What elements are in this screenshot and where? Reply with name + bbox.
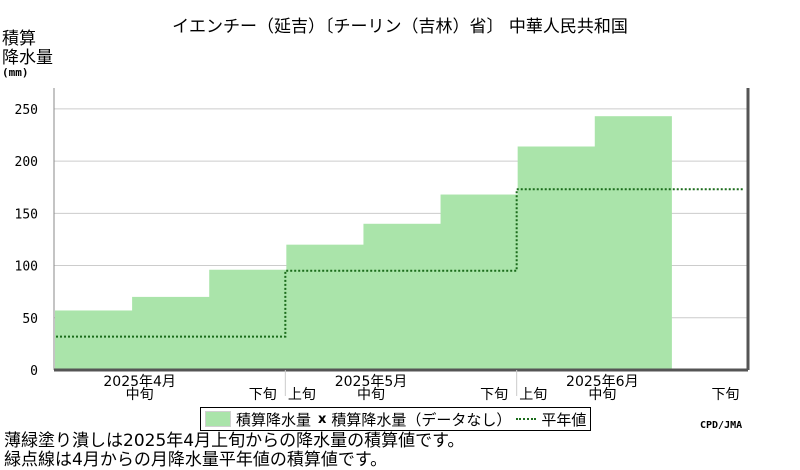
legend-normal-line-swatch (516, 418, 537, 420)
y-axis-unit: (mm) (2, 66, 29, 79)
credit-text: CPD/JMA (700, 420, 743, 431)
note-line-2: 緑点線は4月からの月降水量平年値の積算値です。 (4, 450, 388, 470)
area-step-2 (132, 296, 210, 370)
y-tick-labels: 0 50 100 150 200 250 (15, 103, 38, 379)
x-tick-label-2: 中旬 (126, 387, 154, 403)
y-axis-title-line2: 降水量 (2, 48, 53, 68)
legend-bar-swatch (205, 411, 231, 427)
y-tick-label-0: 0 (30, 364, 38, 379)
y-tick-label-250: 250 (15, 103, 38, 118)
normal-value-line (56, 188, 744, 338)
x-tick-label-4: 上旬 (288, 387, 316, 403)
normal-line-path (56, 188, 744, 338)
x-tick-label-8: 中旬 (588, 387, 616, 403)
x-tick-label-7: 上旬 (519, 387, 547, 403)
area-step-6 (440, 194, 519, 370)
y-tick-label-200: 200 (15, 155, 38, 170)
month-label-3: 2025年6月 (566, 374, 639, 390)
x-tick-label-5: 中旬 (357, 387, 385, 403)
x-tick-label-6: 下旬 (480, 387, 508, 403)
chart-title: イエンチー（延吉）〔チーリン（吉林）省〕 中華人民共和国 (172, 17, 628, 37)
area-step-7 (517, 146, 596, 370)
legend: 積算降水量 x 積算降水量（データなし） 平年値 (200, 407, 592, 431)
area-step-3 (209, 269, 287, 370)
month-label-2: 2025年5月 (335, 374, 408, 390)
y-tick-label-150: 150 (15, 207, 38, 222)
area-step-1 (55, 310, 133, 370)
y-tick-label-50: 50 (22, 312, 38, 327)
y-tick-label-100: 100 (15, 260, 38, 275)
area-step-5 (363, 223, 442, 370)
precipitation-area (55, 116, 672, 370)
legend-bar-label: 積算降水量 (236, 410, 312, 429)
x-tick-label-3: 下旬 (249, 387, 277, 403)
area-step-8 (594, 116, 672, 370)
note-line-1: 薄緑塗り潰しは2025年4月上旬からの降水量の積算値です。 (4, 431, 465, 451)
plot-frame (53, 88, 750, 396)
month-label-1: 2025年4月 (103, 374, 176, 390)
legend-nodata-label: 積算降水量（データなし） (331, 410, 512, 429)
y-axis-title: 積算 降水量 (2, 30, 53, 68)
y-axis-title-line1: 積算 (2, 29, 36, 49)
area-step-4 (286, 244, 364, 370)
legend-nodata-mark: x (318, 411, 327, 427)
legend-normal-label: 平年値 (541, 410, 587, 429)
x-tick-label-9: 下旬 (711, 387, 739, 403)
